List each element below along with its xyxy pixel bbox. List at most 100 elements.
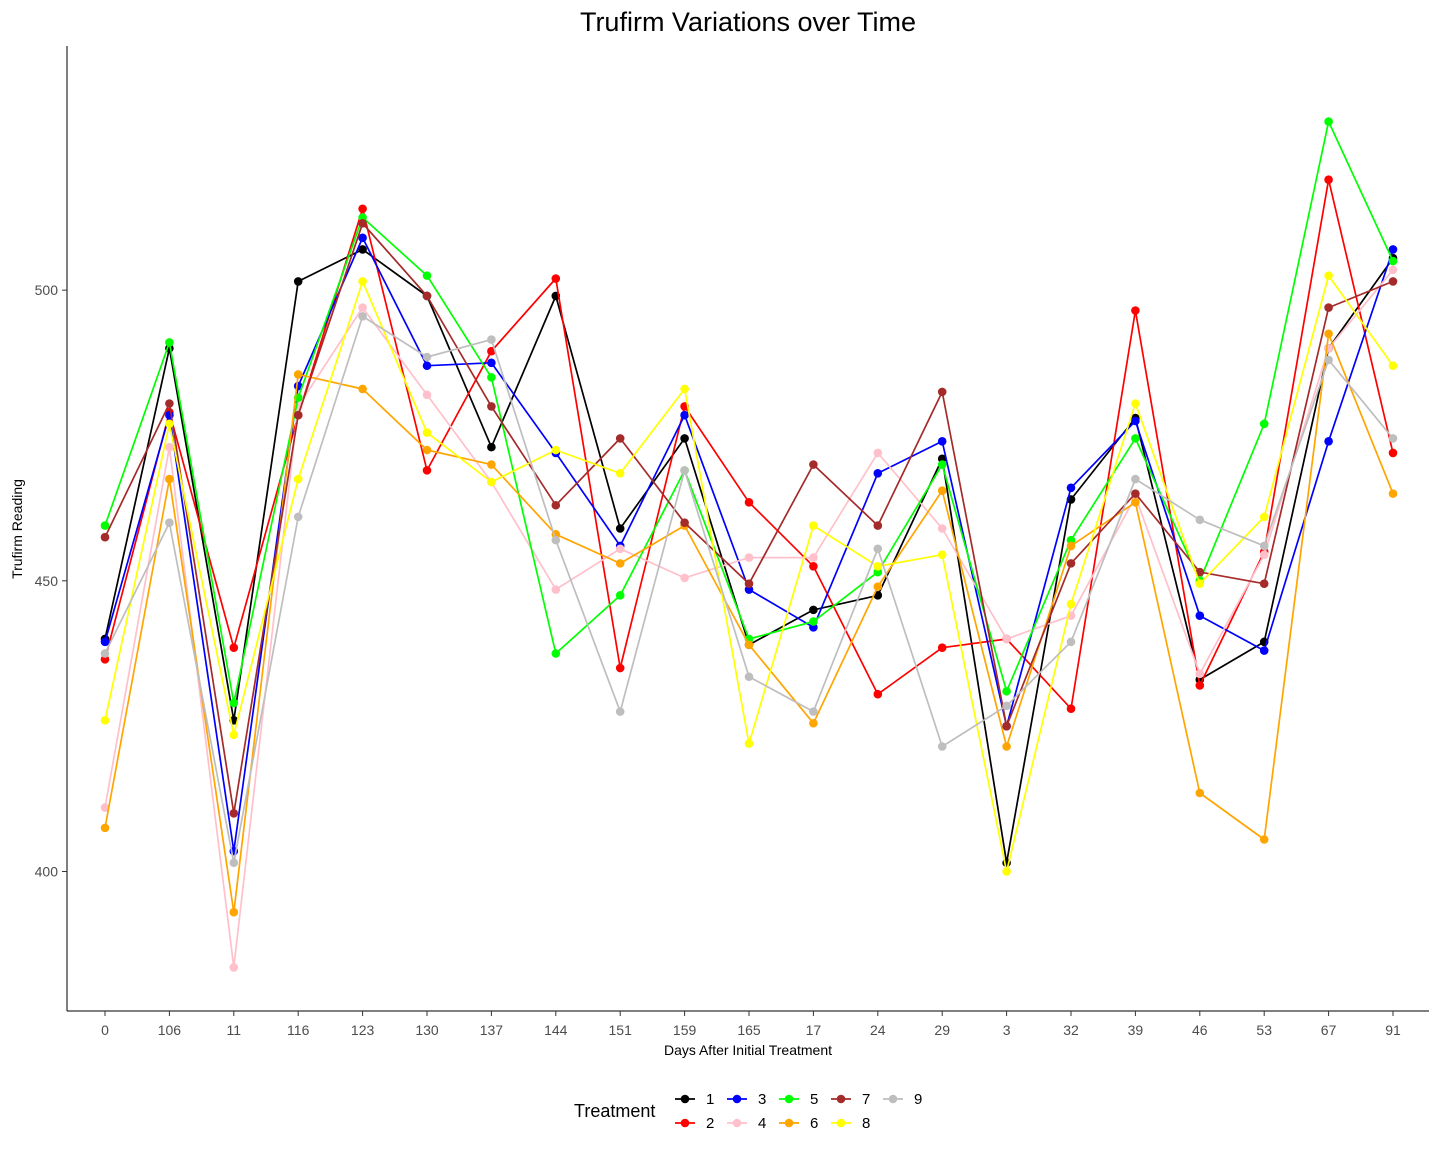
data-point [809, 718, 818, 728]
x-tick-label: 165 [737, 1022, 761, 1038]
data-point [293, 410, 303, 420]
x-tick-label: 3 [1003, 1022, 1011, 1038]
x-tick-label: 24 [870, 1022, 886, 1038]
data-point [293, 370, 303, 379]
data-point [358, 277, 367, 286]
legend-label: 3 [758, 1091, 766, 1108]
x-tick-label: 17 [806, 1022, 822, 1038]
data-point [615, 559, 625, 568]
data-point [422, 390, 432, 400]
legend-item-6: 6 [779, 1115, 818, 1132]
data-point [551, 274, 561, 283]
data-point [422, 428, 432, 437]
axes: 400 450 500 0 106 11 116 123 130 137 144 151 159 165 1… [35, 46, 1429, 1038]
legend-key-point [680, 1118, 690, 1128]
data-point [1002, 721, 1011, 731]
data-point [1131, 434, 1140, 443]
data-point [358, 312, 367, 321]
data-point [615, 707, 625, 716]
data-point [551, 649, 561, 658]
x-tick-label: 67 [1321, 1022, 1337, 1038]
y-tick-label: 500 [35, 282, 59, 298]
x-tick-label: 144 [544, 1022, 568, 1038]
legend-item-5: 5 [779, 1091, 818, 1108]
x-tick-label: 0 [101, 1022, 109, 1038]
data-point [229, 730, 239, 740]
data-point [615, 544, 625, 554]
data-point [487, 477, 496, 487]
data-point [1388, 265, 1398, 275]
data-point [165, 474, 174, 484]
legend-item-3: 3 [727, 1091, 766, 1108]
data-point [100, 637, 110, 647]
data-point [229, 858, 239, 868]
legend-key-point [888, 1094, 898, 1104]
plot-area [100, 117, 1398, 972]
series-9 [100, 312, 1398, 868]
series-line [104, 236, 1394, 852]
data-point [1324, 271, 1333, 280]
data-point [809, 617, 818, 626]
data-point [229, 643, 239, 652]
data-point [1066, 704, 1076, 714]
x-tick-label: 53 [1256, 1022, 1272, 1038]
data-point [937, 742, 947, 751]
data-point [551, 535, 561, 545]
data-point [1131, 474, 1140, 484]
data-point [358, 204, 367, 214]
data-point [358, 233, 367, 243]
data-point [165, 518, 174, 527]
data-point [1195, 788, 1205, 798]
y-axis-title: Trufirm Reading [9, 479, 25, 579]
data-point [809, 553, 818, 562]
x-tick-label: 159 [673, 1022, 697, 1038]
data-point [680, 410, 689, 420]
data-point [1131, 399, 1140, 408]
data-point [100, 649, 110, 658]
data-point [1324, 437, 1333, 446]
legend-item-2: 2 [675, 1115, 714, 1132]
data-point [1388, 277, 1398, 286]
x-tick-label: 39 [1128, 1022, 1144, 1038]
x-axis-title: Days After Initial Treatment [664, 1042, 832, 1058]
legend-key-point [784, 1094, 794, 1104]
data-point [1066, 559, 1076, 568]
data-point [1259, 541, 1269, 551]
data-point [165, 338, 174, 347]
data-point [1324, 303, 1333, 312]
data-point [487, 358, 496, 368]
data-point [422, 361, 432, 371]
data-point [1002, 867, 1011, 876]
data-point [744, 579, 754, 589]
data-point [1388, 448, 1398, 458]
series-7 [100, 219, 1398, 818]
series-5 [100, 117, 1398, 708]
data-point [873, 582, 883, 591]
data-point [1324, 117, 1333, 126]
legend-key-point [680, 1094, 690, 1104]
data-point [422, 291, 432, 301]
legend-item-1: 1 [675, 1091, 714, 1108]
data-point [293, 277, 303, 286]
chart-title: Trufirm Variations over Time [580, 7, 916, 37]
x-tick-label: 32 [1063, 1022, 1079, 1038]
data-point [1259, 646, 1269, 655]
legend-item-7: 7 [831, 1091, 870, 1108]
data-point [615, 663, 625, 673]
data-point [937, 524, 947, 533]
data-point [680, 466, 689, 475]
data-point [937, 643, 947, 652]
data-point [229, 698, 239, 708]
data-point [165, 399, 174, 408]
data-point [680, 573, 689, 583]
legend-label: 8 [862, 1115, 870, 1132]
y-tick-label: 400 [35, 863, 59, 879]
data-point [1066, 541, 1076, 551]
data-point [487, 335, 496, 344]
legend-item-8: 8 [831, 1115, 870, 1132]
legend-label: 6 [810, 1115, 818, 1132]
data-point [937, 550, 947, 559]
data-point [1195, 611, 1205, 620]
legend-title: Treatment [574, 1101, 655, 1121]
